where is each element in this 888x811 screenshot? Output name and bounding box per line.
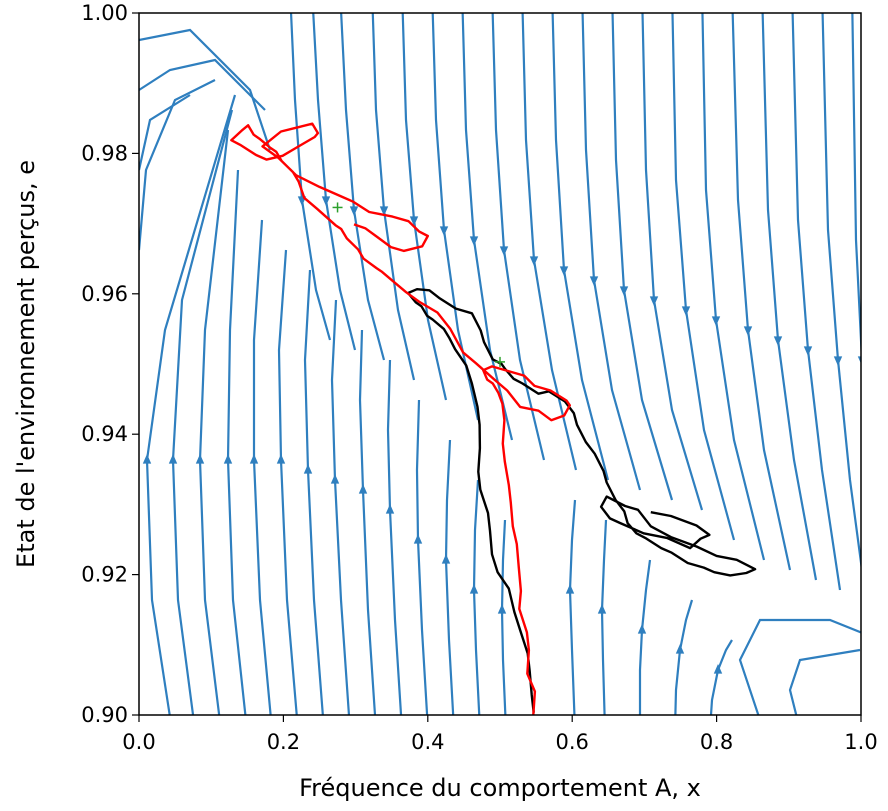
- x-tick-label: 0.4: [411, 730, 444, 754]
- streamline: [731, 13, 792, 571]
- streamline-arrow: [303, 464, 313, 474]
- streamline: [139, 94, 191, 171]
- streamline: [139, 58, 266, 111]
- x-tick-label: 0.0: [122, 730, 155, 754]
- streamline-arrow: [439, 226, 449, 236]
- streamline-arrow: [497, 604, 507, 614]
- streamline: [500, 519, 507, 715]
- streamline-arrow: [385, 504, 395, 514]
- streamline: [600, 519, 608, 715]
- streamline: [340, 13, 386, 361]
- streamline-arrow: [469, 584, 479, 594]
- trajectory-line: [230, 122, 571, 715]
- y-axis-label: Etat de l'environnement perçus, e: [12, 160, 40, 568]
- streamline-arrow: [441, 554, 451, 564]
- streamline-arrow: [857, 356, 861, 364]
- streamline-arrow: [223, 454, 233, 464]
- streamline-arrow: [597, 604, 607, 614]
- x-tick-label: 0.2: [267, 730, 300, 754]
- streamline-arrow: [743, 326, 753, 336]
- streamline-arrow: [559, 266, 569, 276]
- streamline: [851, 13, 861, 362]
- streamline: [738, 618, 861, 715]
- streamline-arrow: [142, 454, 152, 464]
- streamline: [277, 249, 298, 715]
- streamline-arrow: [379, 206, 389, 216]
- streamline-arrow: [349, 206, 359, 216]
- streamline: [371, 13, 416, 381]
- streamline: [638, 559, 652, 715]
- streamline: [303, 269, 324, 715]
- streamline-arrow: [276, 454, 286, 464]
- x-tick-label: 0.8: [700, 730, 733, 754]
- y-tick-label: 0.90: [81, 703, 128, 727]
- streamline-arrow: [330, 474, 340, 484]
- streamline-arrow: [619, 286, 629, 296]
- streamline: [358, 329, 377, 715]
- trajectory-line: [406, 288, 757, 713]
- streamline: [198, 129, 230, 715]
- streamline-arrow: [168, 454, 178, 464]
- streamline-arrow: [469, 236, 479, 246]
- y-tick-label: 0.96: [81, 282, 128, 306]
- streamline-arrow: [713, 664, 723, 674]
- streamline: [252, 219, 272, 715]
- x-axis-label: Fréquence du comportement A, x: [299, 774, 701, 802]
- streamline-arrow: [195, 454, 205, 464]
- equilibrium-marker: [332, 202, 343, 213]
- streamline-arrow: [529, 256, 539, 266]
- streamline-arrow: [321, 196, 331, 206]
- streamline-arrow: [649, 296, 659, 306]
- streamline: [674, 599, 694, 715]
- streamline-arrow: [413, 534, 423, 544]
- streamline-arrow: [803, 346, 813, 356]
- y-tick-label: 0.94: [81, 422, 128, 446]
- equilibrium-markers: [332, 202, 505, 367]
- streamline-arrow: [589, 276, 599, 286]
- streamline: [788, 648, 861, 715]
- y-tick-label: 0.92: [81, 563, 128, 587]
- x-tick-label: 0.6: [555, 730, 588, 754]
- y-tick-label: 0.98: [81, 141, 128, 165]
- y-axis-ticks: 0.90 0.92 0.94 0.96 0.98 1.00: [81, 1, 139, 727]
- streamline-arrow: [681, 306, 691, 316]
- streamline-arrow: [565, 584, 575, 594]
- plot-frame: [138, 12, 862, 716]
- streamline: [701, 13, 766, 561]
- streamline-arrow: [409, 216, 419, 226]
- streamline: [139, 79, 216, 251]
- streamline: [415, 399, 429, 715]
- streamlines: [139, 13, 861, 715]
- trajectories: [230, 122, 757, 715]
- x-tick-label: 1.0: [844, 730, 877, 754]
- equilibrium-marker: [495, 356, 505, 367]
- streamline: [386, 359, 403, 715]
- streamline: [226, 169, 247, 715]
- streamline: [330, 299, 351, 715]
- streamline-arrow: [249, 454, 259, 464]
- streamline-arrow: [499, 246, 509, 256]
- streamline-arrow: [773, 336, 783, 346]
- streamline-arrow: [833, 356, 843, 366]
- streamline: [761, 13, 818, 581]
- streamline: [444, 439, 455, 715]
- y-tick-label: 1.00: [81, 1, 128, 25]
- x-axis-ticks: 0.0 0.2 0.4 0.6 0.8 1.0: [122, 715, 878, 754]
- streamline: [709, 639, 733, 715]
- streamline: [139, 28, 272, 151]
- streamline-arrow: [358, 484, 368, 494]
- streamline: [472, 479, 481, 715]
- streamline-arrow: [675, 644, 685, 654]
- streamline-arrow: [711, 316, 721, 326]
- streamline: [568, 499, 577, 715]
- streamline-arrow: [637, 624, 647, 634]
- streamline: [401, 13, 448, 401]
